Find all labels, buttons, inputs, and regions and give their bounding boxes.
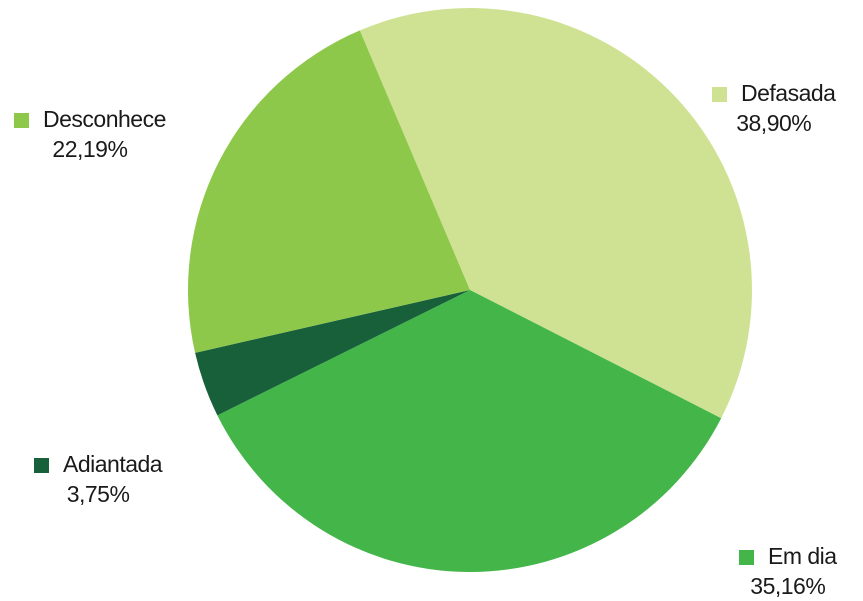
swatch-adiantada (34, 458, 49, 473)
label-defasada-name: Defasada (741, 80, 836, 106)
label-adiantada-value: 3,75% (66, 481, 130, 507)
label-adiantada: Adiantada 3,75% (34, 449, 163, 509)
pie-slice-defasada (359, 8, 752, 419)
label-desconhece-name: Desconhece (43, 106, 166, 132)
pie-slices (188, 8, 752, 573)
pie-slice-em-dia (217, 290, 722, 573)
swatch-desconhece (14, 113, 29, 128)
label-defasada-value: 38,90% (736, 110, 812, 136)
pie-slice-desconhece (188, 30, 470, 353)
label-adiantada-name: Adiantada (63, 451, 163, 477)
swatch-defasada (712, 87, 727, 102)
label-desconhece-value: 22,19% (52, 136, 128, 162)
label-defasada: Defasada 38,90% (712, 78, 836, 138)
pie-slice-adiantada (195, 290, 470, 416)
pie-chart (188, 8, 752, 573)
label-em-dia-name: Em dia (768, 543, 837, 569)
label-em-dia-value: 35,16% (750, 573, 826, 599)
label-em-dia: Em dia 35,16% (739, 541, 837, 601)
swatch-em-dia (739, 550, 754, 565)
label-desconhece: Desconhece 22,19% (14, 104, 166, 164)
